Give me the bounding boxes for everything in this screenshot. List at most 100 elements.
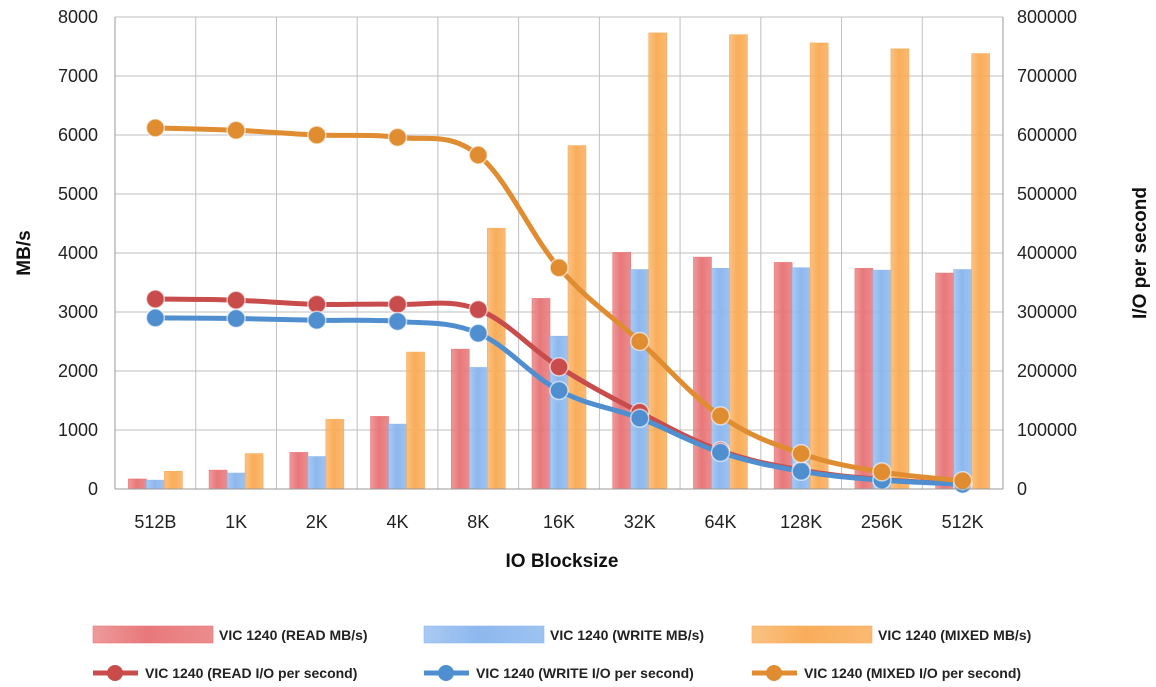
- x-tick-label: 512K: [942, 512, 984, 532]
- x-axis-title: IO Blocksize: [506, 551, 619, 572]
- x-tick-label: 1K: [225, 512, 247, 532]
- point-mixed-256K: [872, 462, 892, 482]
- point-write-2K: [307, 310, 327, 331]
- bar-mixed-2K: [325, 419, 345, 490]
- legend-label: VIC 1240 (READ MB/s): [219, 627, 368, 643]
- legend-swatch-bar: [751, 625, 873, 644]
- bar-read-4K: [370, 416, 389, 490]
- point-write-128K: [791, 461, 811, 482]
- point-read-16K: [549, 357, 569, 377]
- bar-read-32K: [612, 252, 632, 490]
- y-axis-title: MB/s: [14, 230, 35, 275]
- bar-read-128K: [773, 262, 793, 490]
- x-tick-label: 4K: [387, 512, 409, 532]
- bar-mixed-8K: [486, 227, 506, 490]
- y-tick-label: 3000: [58, 302, 98, 322]
- bar-write-1K: [226, 472, 246, 490]
- y-tick-label: 4000: [58, 243, 98, 263]
- bar-read-2K: [289, 452, 309, 490]
- bar-write-2K: [307, 456, 327, 490]
- legend-label: VIC 1240 (WRITE I/O per second): [476, 665, 694, 681]
- x-axis-ticks: 512B 1K 2K 4K 8K 16K 32K 64K 128K 256K 512K: [134, 512, 983, 532]
- point-mixed-32K: [629, 331, 650, 352]
- y-tick-label: 8000: [58, 7, 98, 27]
- y-tick-label: 2000: [58, 361, 98, 381]
- legend-label: VIC 1240 (MIXED I/O per second): [804, 665, 1021, 681]
- y2-tick-label: 300000: [1017, 302, 1077, 322]
- y2-axis-ticks: 0 100000 200000 300000 400000 500000 600000 700…: [1017, 7, 1077, 499]
- point-write-4K: [387, 311, 408, 332]
- bar-read-16K: [531, 298, 551, 490]
- point-mixed-4K: [387, 127, 408, 148]
- x-tick-label: 16K: [543, 512, 575, 532]
- bar-mixed-4K: [406, 351, 425, 490]
- y-tick-label: 6000: [58, 125, 98, 145]
- bar-read-512K: [935, 272, 954, 490]
- bar-mixed-512K: [971, 53, 990, 490]
- legend-label: VIC 1240 (MIXED MB/s): [878, 627, 1031, 643]
- bar-mixed-128K: [809, 42, 829, 490]
- y2-tick-label: 600000: [1017, 125, 1077, 145]
- legend-label: VIC 1240 (WRITE MB/s): [550, 627, 704, 643]
- point-write-1K: [226, 308, 246, 329]
- bar-read-256K: [854, 268, 874, 490]
- point-write-64K: [710, 442, 731, 463]
- bar-mixed-1K: [244, 453, 264, 490]
- point-write-32K: [629, 408, 650, 428]
- bar-read-1K: [208, 469, 228, 490]
- legend: VIC 1240 (READ MB/s) VIC 1240 (WRITE MB/s…: [92, 625, 1031, 681]
- bar-write-512K: [953, 269, 972, 490]
- bar-write-4K: [388, 423, 407, 490]
- point-mixed-1K: [226, 120, 246, 141]
- point-mixed-2K: [307, 125, 327, 145]
- bar-write-32K: [630, 269, 650, 490]
- y2-tick-label: 0: [1017, 479, 1027, 499]
- point-mixed-64K: [710, 406, 731, 426]
- x-tick-label: 2K: [306, 512, 328, 532]
- y2-axis-title: I/O per second: [1130, 187, 1151, 319]
- x-tick-label: 128K: [780, 512, 822, 532]
- bar-write-256K: [872, 269, 892, 490]
- y-axis-ticks: 0 1000 2000 3000 4000 5000 6000 7000 8000: [58, 7, 98, 499]
- y-tick-label: 0: [88, 479, 98, 499]
- point-mixed-128K: [791, 443, 811, 464]
- x-tick-label: 8K: [467, 512, 489, 532]
- bars: [128, 32, 990, 490]
- bar-read-8K: [450, 348, 470, 490]
- y-tick-label: 1000: [58, 420, 98, 440]
- y-tick-label: 7000: [58, 66, 98, 86]
- point-read-512B: [145, 289, 166, 309]
- legend-swatch-marker: [438, 665, 454, 681]
- axes: [114, 17, 1004, 490]
- bar-write-512B: [146, 479, 165, 490]
- y2-tick-label: 400000: [1017, 243, 1077, 263]
- y2-tick-label: 500000: [1017, 184, 1077, 204]
- point-mixed-16K: [549, 258, 569, 278]
- grid: [114, 16, 1004, 490]
- bar-read-64K: [693, 256, 712, 490]
- legend-swatch-marker: [107, 665, 123, 681]
- point-write-512B: [145, 308, 166, 328]
- y-tick-label: 5000: [58, 184, 98, 204]
- point-mixed-512B: [145, 118, 166, 138]
- x-tick-label: 64K: [704, 512, 736, 532]
- point-read-4K: [387, 294, 408, 315]
- bar-mixed-256K: [890, 48, 910, 490]
- x-tick-label: 512B: [134, 512, 176, 532]
- legend-swatch-marker: [766, 665, 782, 681]
- y2-tick-label: 200000: [1017, 361, 1077, 381]
- y2-tick-label: 700000: [1017, 66, 1077, 86]
- bar-mixed-512B: [164, 470, 183, 490]
- point-mixed-8K: [468, 145, 489, 165]
- y2-tick-label: 800000: [1017, 7, 1077, 27]
- point-read-8K: [468, 299, 489, 320]
- x-tick-label: 256K: [861, 512, 903, 532]
- legend-label: VIC 1240 (READ I/O per second): [145, 665, 357, 681]
- legend-swatch-bar: [423, 625, 545, 644]
- x-tick-label: 32K: [624, 512, 656, 532]
- lines: [145, 118, 973, 495]
- point-mixed-512K: [952, 470, 973, 491]
- bar-write-8K: [468, 367, 488, 490]
- bar-read-512B: [128, 478, 147, 490]
